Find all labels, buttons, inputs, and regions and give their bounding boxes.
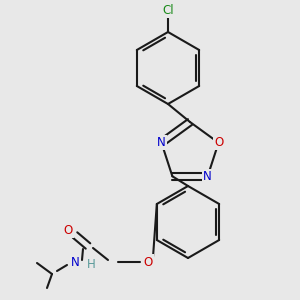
Text: O: O — [63, 224, 73, 236]
Text: O: O — [214, 136, 223, 149]
Text: O: O — [143, 256, 153, 268]
Text: N: N — [70, 256, 80, 268]
Text: Cl: Cl — [162, 4, 174, 16]
Text: N: N — [203, 170, 212, 183]
Text: H: H — [87, 257, 95, 271]
Text: N: N — [157, 136, 166, 149]
